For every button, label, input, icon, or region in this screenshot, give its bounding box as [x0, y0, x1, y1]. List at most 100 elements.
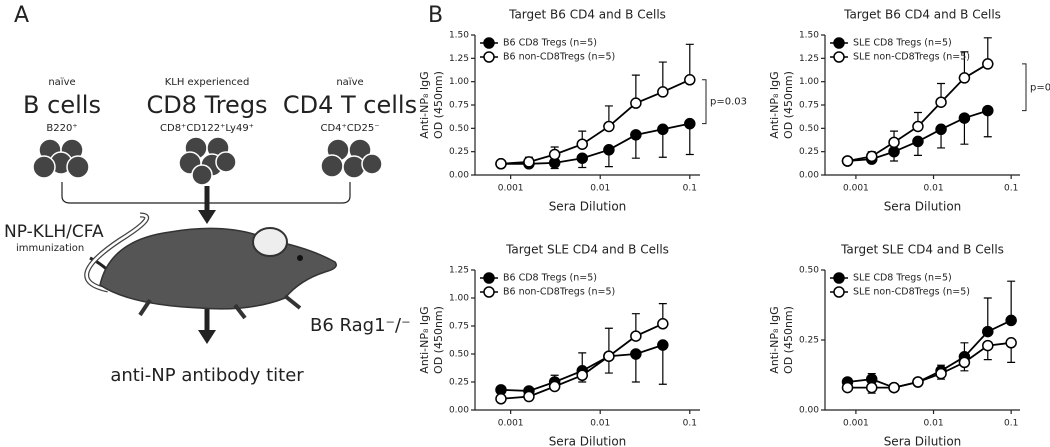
- y-tick-label: 0.50: [449, 350, 469, 360]
- marker: [523, 390, 535, 403]
- legend-label: SLE non-CD8Tregs (n=5): [853, 52, 970, 63]
- marker: [576, 369, 588, 382]
- y-axis-label: OD (450nm): [782, 306, 795, 374]
- x-axis-label: Sera Dilution: [549, 200, 627, 214]
- y-axis-label: Anti-NP₈ IgG: [418, 306, 431, 373]
- y-tick-label: 1.00: [449, 294, 469, 304]
- marker: [630, 348, 642, 360]
- y-tick-label: 0.00: [799, 406, 819, 416]
- x-tick-label: 0.01: [590, 419, 610, 429]
- marker: [958, 112, 971, 124]
- legend-marker: [483, 286, 495, 298]
- marker: [888, 381, 900, 394]
- y-axis-label: OD (450nm): [432, 71, 445, 139]
- x-tick-label: 0.1: [1004, 419, 1018, 429]
- chart-title: Target SLE CD4 and B Cells: [505, 243, 669, 257]
- legend-label: B6 CD8 Tregs (n=5): [503, 38, 597, 49]
- marker: [603, 350, 615, 362]
- marker: [912, 376, 924, 388]
- marker: [982, 104, 994, 117]
- y-tick-label: 1.25: [799, 54, 819, 64]
- marker: [630, 330, 642, 342]
- marker: [603, 144, 615, 156]
- marker: [958, 72, 971, 84]
- marker: [523, 156, 535, 168]
- marker: [657, 318, 669, 330]
- cell-marker: CD8⁺CD122⁺Ly49⁺: [160, 123, 254, 134]
- marker: [657, 86, 669, 98]
- marker: [576, 138, 588, 150]
- x-tick-label: 0.01: [590, 184, 610, 194]
- marker: [657, 123, 669, 136]
- y-tick-label: 1.00: [449, 77, 469, 87]
- marker: [888, 136, 900, 149]
- x-tick-label: 0.01: [924, 419, 944, 429]
- marker: [958, 356, 971, 369]
- y-tick-label: 1.00: [799, 77, 819, 87]
- y-tick-label: 1.25: [449, 266, 469, 276]
- y-tick-label: 0.25: [449, 147, 469, 157]
- y-tick-label: 0.75: [449, 322, 469, 332]
- legend-marker: [833, 286, 845, 298]
- error-bar: [685, 43, 694, 80]
- immunogen: NP-KLH/CFA: [4, 222, 104, 242]
- significance-bracket: [1022, 63, 1027, 112]
- cell-name: CD4 T cells: [283, 91, 417, 119]
- marker: [841, 381, 854, 394]
- marker: [603, 120, 615, 133]
- y-tick-label: 0.75: [799, 101, 819, 111]
- significance-bracket: [702, 79, 707, 125]
- x-tick-label: 0.001: [843, 419, 869, 429]
- bracket: [61, 182, 351, 332]
- y-tick-label: 0.50: [799, 124, 819, 134]
- cell-state: KLH experienced: [165, 77, 250, 88]
- marker: [982, 339, 994, 352]
- error-bar: [1007, 280, 1016, 321]
- y-tick-label: 0.25: [799, 336, 819, 346]
- x-tick-label: 0.01: [924, 184, 944, 194]
- marker: [935, 367, 947, 380]
- marker: [548, 148, 561, 161]
- x-tick-label: 0.001: [498, 184, 524, 194]
- marker: [912, 135, 924, 148]
- y-tick-label: 1.50: [799, 31, 819, 41]
- readout-label: anti-NP antibody titer: [110, 365, 304, 386]
- x-tick-label: 0.1: [683, 184, 697, 194]
- y-axis-label: OD (450nm): [432, 306, 445, 374]
- panel-letter: B: [428, 3, 443, 28]
- y-axis-label: Anti-NP₈ IgG: [768, 71, 781, 138]
- legend-marker: [483, 51, 495, 63]
- significance-label: p=0.03: [710, 97, 747, 108]
- marker: [865, 150, 878, 163]
- x-tick-label: 0.001: [843, 184, 869, 194]
- y-tick-label: 0.50: [449, 124, 469, 134]
- legend-label: B6 CD8 Tregs (n=5): [503, 273, 597, 284]
- marker: [548, 380, 561, 393]
- y-tick-label: 0.25: [799, 147, 819, 157]
- panel-a: A naïve B cells B220⁺ KLH experienced CD…: [4, 3, 417, 386]
- marker: [1005, 314, 1017, 327]
- cell-state: naïve: [336, 77, 363, 88]
- cell-name: B cells: [23, 91, 101, 119]
- legend-label: SLE CD8 Tregs (n=5): [853, 38, 952, 49]
- cell-marker: B220⁺: [46, 123, 77, 134]
- chart-title: Target B6 CD4 and B Cells: [843, 8, 1001, 22]
- error-bar: [658, 345, 667, 385]
- significance-label: p=0.03: [1030, 82, 1050, 93]
- immunization-label: immunization: [16, 243, 84, 254]
- marker: [982, 325, 994, 338]
- y-tick-label: 0.50: [799, 266, 819, 276]
- marker: [684, 117, 696, 130]
- legend-marker: [483, 272, 495, 284]
- y-tick-label: 0.00: [449, 171, 469, 181]
- marker: [630, 129, 642, 141]
- x-axis-label: Sera Dilution: [884, 435, 962, 447]
- marker: [630, 97, 642, 109]
- x-tick-label: 0.001: [498, 419, 524, 429]
- marker: [684, 74, 696, 86]
- marker: [865, 381, 878, 394]
- marker: [841, 155, 854, 167]
- marker: [982, 58, 994, 70]
- y-tick-label: 0.00: [449, 406, 469, 416]
